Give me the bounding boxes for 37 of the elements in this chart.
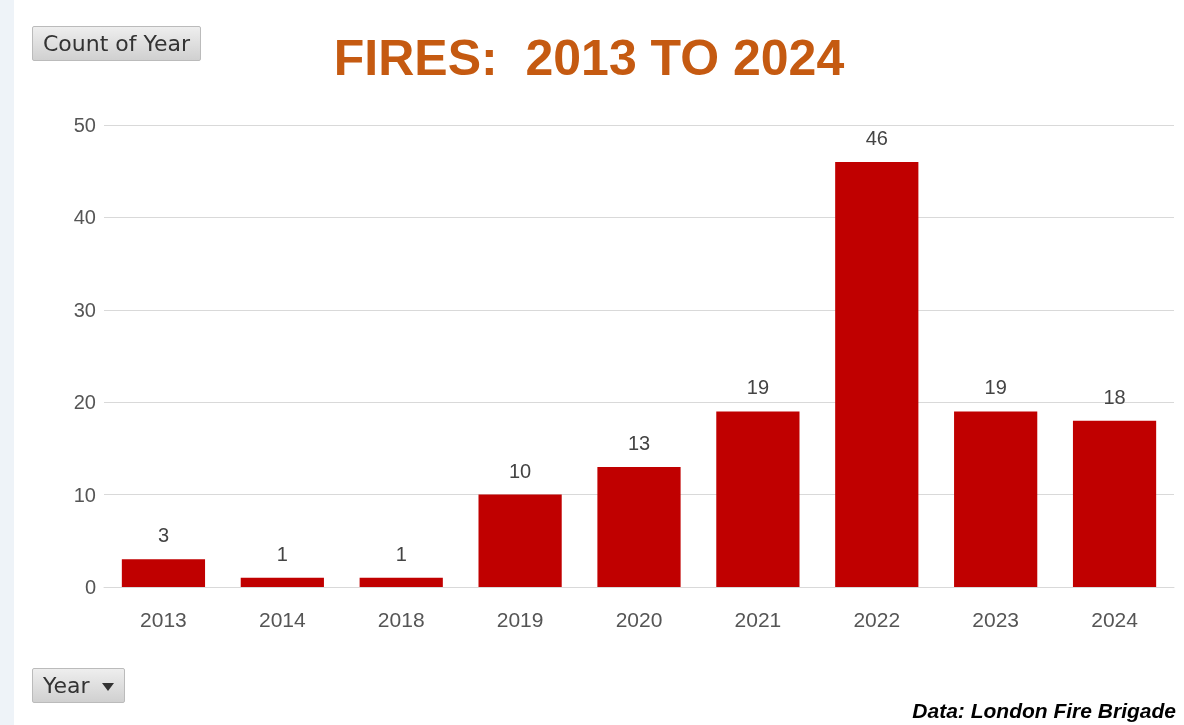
y-tick-label: 50	[73, 114, 96, 136]
bar	[478, 494, 562, 587]
x-tick-label: 2013	[140, 608, 187, 631]
x-tick-label: 2021	[734, 608, 782, 631]
bar	[835, 161, 919, 587]
x-tick-label: 2024	[1091, 608, 1139, 631]
text: Data: London Fire Brigade	[912, 699, 1176, 723]
y-tick-label: 20	[73, 391, 96, 414]
data-label: 19	[984, 376, 1007, 399]
x-tick-label: 2014	[258, 608, 307, 631]
bar	[1072, 420, 1157, 587]
data-label: 10	[508, 459, 532, 482]
bar	[597, 466, 681, 587]
x-axis-title: Year	[32, 668, 125, 703]
bar	[359, 577, 443, 587]
y-axis-title: Count of Year	[32, 26, 202, 61]
y-tick-label: 0	[84, 576, 96, 598]
x-tick-label: 2019	[496, 608, 544, 631]
bar	[954, 411, 1038, 587]
y-tick-label: 30	[73, 298, 96, 321]
data-label: 1	[276, 542, 288, 565]
chart-title: FIRES: 2013 TO 2024	[333, 30, 845, 86]
data-label: 1	[395, 542, 407, 565]
x-tick-label: 2018	[377, 608, 425, 631]
x-tick-label: 2020	[615, 608, 663, 631]
data-label: 18	[1103, 385, 1126, 408]
x-tick-label: 2023	[972, 608, 1020, 631]
x-tick-label: 2022	[853, 608, 901, 631]
bar	[121, 559, 206, 587]
bar	[240, 577, 324, 587]
data-label: 19	[746, 376, 770, 399]
data-label: 13	[627, 431, 651, 454]
data-label: 46	[865, 126, 888, 149]
data-label: 3	[157, 524, 170, 547]
y-tick-label: 10	[73, 483, 96, 506]
y-tick-label: 40	[73, 206, 96, 229]
bar	[716, 411, 800, 587]
